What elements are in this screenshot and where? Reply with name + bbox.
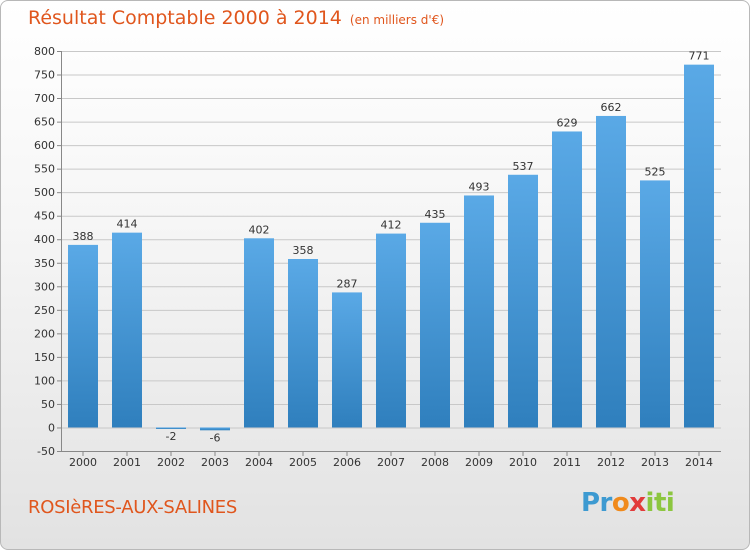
x-tick-label: 2010 (509, 456, 537, 469)
y-tick-label: 350 (34, 257, 55, 270)
y-tick-label: 50 (41, 398, 55, 411)
y-tick-label: 100 (34, 374, 55, 387)
x-tick-label: 2013 (641, 456, 669, 469)
y-tick-label: -50 (37, 445, 55, 458)
y-tick-label: 0 (48, 421, 55, 434)
y-tick-label: 400 (34, 233, 55, 246)
logo-part-3: x (629, 488, 646, 518)
value-label: 662 (601, 101, 622, 114)
bar-2002[interactable] (156, 427, 186, 429)
value-label: 771 (689, 50, 710, 63)
chart-title-text: Résultat Comptable 2000 à 2014 (28, 7, 342, 29)
y-tick-label: 450 (34, 210, 55, 223)
x-tick-label: 2003 (201, 456, 229, 469)
value-label: -6 (210, 431, 221, 444)
bar-2013[interactable] (640, 180, 670, 428)
value-label: 435 (425, 208, 446, 221)
x-tick-label: 2001 (113, 456, 141, 469)
y-tick-label: 550 (34, 163, 55, 176)
commune-name: ROSIèRES-AUX-SALINES (28, 497, 237, 518)
bar-2000[interactable] (68, 244, 98, 428)
y-tick-label: 150 (34, 351, 55, 364)
chart-title: Résultat Comptable 2000 à 2014 (en millie… (28, 7, 444, 29)
bar-2009[interactable] (464, 195, 494, 428)
proxiti-logo[interactable]: Proxiti (581, 488, 675, 518)
value-label: 287 (337, 277, 358, 290)
y-tick-label: 200 (34, 327, 55, 340)
bar-2001[interactable] (112, 232, 142, 428)
logo-part-4: iti (645, 488, 675, 518)
bar-2006[interactable] (332, 292, 362, 428)
value-label: 402 (249, 223, 270, 236)
y-tick-label: 700 (34, 92, 55, 105)
value-label: 537 (513, 160, 534, 173)
value-label: 629 (557, 116, 578, 129)
y-tick-label: 750 (34, 69, 55, 82)
bar-2012[interactable] (596, 115, 626, 428)
value-label: 388 (73, 230, 94, 243)
y-tick-label: 600 (34, 139, 55, 152)
value-label: 525 (645, 165, 666, 178)
bar-2003[interactable] (200, 427, 230, 431)
value-label: -2 (166, 430, 177, 443)
y-tick-label: 800 (34, 45, 55, 58)
x-tick-label: 2014 (685, 456, 713, 469)
logo-part-2: o (611, 488, 630, 518)
bar-2008[interactable] (420, 222, 450, 428)
label-layer: 388 414 -2 -6 402 358 287 412 435 493 537 629 662 525… (73, 50, 710, 445)
x-tick-label: 2012 (597, 456, 625, 469)
x-tick-label: 2002 (157, 456, 185, 469)
y-tick-label: 500 (34, 186, 55, 199)
bar-2004[interactable] (244, 238, 274, 428)
x-tick-label: 2009 (465, 456, 493, 469)
value-label: 414 (117, 218, 138, 231)
y-tick-label: 650 (34, 116, 55, 129)
x-tick-label: 2007 (377, 456, 405, 469)
value-label: 493 (469, 180, 490, 193)
value-label: 412 (381, 219, 402, 232)
chart-unit: (en milliers d'€) (349, 13, 445, 27)
x-tick-label: 2011 (553, 456, 581, 469)
bar-2011[interactable] (552, 131, 582, 428)
x-tick-label: 2006 (333, 456, 361, 469)
bar-layer (68, 64, 714, 431)
x-tick-label: 2000 (69, 456, 97, 469)
x-tick-label: 2004 (245, 456, 273, 469)
y-tick-label: 300 (34, 280, 55, 293)
bar-2010[interactable] (508, 174, 538, 428)
x-tick-label: 2008 (421, 456, 449, 469)
bar-2007[interactable] (376, 233, 406, 428)
logo-part-1: Pr (581, 488, 612, 518)
x-tick-label: 2005 (289, 456, 317, 469)
value-label: 358 (293, 244, 314, 257)
bar-2005[interactable] (288, 259, 318, 428)
y-tick-label: 250 (34, 304, 55, 317)
axis-layer: -50 0 50 100 150 200 250 300 350 400 450 500 550 600 6… (34, 45, 721, 469)
bar-2014[interactable] (684, 64, 714, 428)
